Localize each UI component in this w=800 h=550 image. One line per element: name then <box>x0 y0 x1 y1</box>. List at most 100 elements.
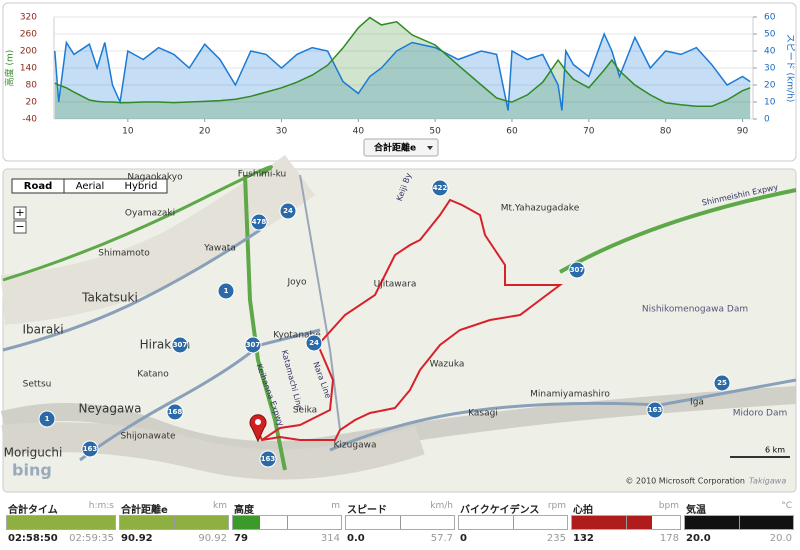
area-fill <box>54 17 751 120</box>
y-tick-label: 200 <box>20 47 37 57</box>
map-tab[interactable]: Aerial <box>76 181 105 192</box>
route-shield <box>431 179 449 197</box>
stat-max: 235 <box>546 533 566 544</box>
place-label: Midoro Dam <box>733 409 788 419</box>
stat-bar <box>684 515 794 530</box>
x-tick-label: 10 <box>122 127 134 137</box>
place-label: Kasagi <box>468 409 498 419</box>
stat-bar <box>571 515 681 530</box>
route-shield <box>38 410 56 428</box>
shield-label: 25 <box>717 379 727 387</box>
route-shield <box>217 282 235 300</box>
stat-fill <box>572 516 653 529</box>
place-label: Oyamazaki <box>125 209 175 219</box>
start-marker[interactable] <box>249 414 267 443</box>
place-label: Wazuka <box>430 360 465 370</box>
scale-label: 6 km <box>765 446 785 455</box>
zoom-out[interactable] <box>13 220 27 234</box>
place-label: Takatsuki <box>81 291 138 305</box>
map: Road Aerial Hybrid +− Fushimi-ku Nagaokakyo Oy… <box>0 154 797 486</box>
series-line <box>54 16 751 108</box>
place-label: Seika <box>293 406 317 416</box>
route-shield <box>646 401 664 419</box>
stat-value: 79 <box>234 533 248 544</box>
stat-unit: °C <box>781 501 792 511</box>
map-tab[interactable]: Hybrid <box>124 181 157 192</box>
stat-max: 90.92 <box>198 533 227 544</box>
tab-active[interactable] <box>11 178 65 194</box>
map-logo: bing <box>12 461 52 480</box>
zoom-in[interactable] <box>13 206 27 220</box>
stat-unit: rpm <box>547 501 566 511</box>
marker-pin[interactable] <box>249 414 267 443</box>
stat-label: 気温 <box>686 505 706 516</box>
y2-tick-label: 20 <box>764 81 776 91</box>
series-line <box>54 32 751 111</box>
stat-midline <box>739 516 740 529</box>
place-label: Ibaraki <box>22 323 63 337</box>
highway <box>2 228 261 352</box>
stat-panel: 心拍 bpm 132 178 <box>571 497 681 550</box>
place-label: Nagaokakyo <box>127 173 183 183</box>
expressway <box>2 165 273 282</box>
shield-label: 163 <box>83 445 98 453</box>
dropdown-label[interactable]: 合計距離e <box>374 142 416 154</box>
shield-label: 307 <box>570 266 585 274</box>
place-label: Iga <box>690 398 704 408</box>
y-tick-label: 320 <box>20 13 37 23</box>
shield-label: 163 <box>648 406 663 414</box>
stat-unit: h:m:s <box>88 501 114 511</box>
stat-fill <box>7 516 115 529</box>
x-tick-label: 20 <box>199 127 211 137</box>
shield-label: 1 <box>45 415 50 423</box>
zoom-button[interactable]: + <box>15 206 24 219</box>
y2-tick-label: 30 <box>764 64 776 74</box>
map-tab[interactable]: Road <box>24 181 52 192</box>
urban-area <box>1 422 425 480</box>
stat-value: 132 <box>573 533 594 544</box>
x-tick-label: 50 <box>429 127 441 137</box>
stat-value: 0.0 <box>347 533 365 544</box>
x-tick-label: 70 <box>583 127 595 137</box>
marker-dot[interactable] <box>255 419 261 425</box>
stat-unit: m <box>331 501 340 511</box>
dropdown[interactable] <box>363 138 439 157</box>
place-label: Fushimi-ku <box>238 170 286 180</box>
shield-label: 307 <box>173 341 188 349</box>
stat-bar <box>232 515 342 530</box>
shield-label: 163 <box>261 455 276 463</box>
stat-panel: 高度 m 79 314 <box>232 497 342 550</box>
route-shield <box>259 450 277 468</box>
y2-tick-label: 0 <box>764 115 770 125</box>
place-label: Kizugawa <box>334 441 377 451</box>
shield-label: 1 <box>224 287 229 295</box>
shield-label: 422 <box>433 184 448 192</box>
place-label: Katano <box>137 370 169 380</box>
stat-bar <box>119 515 229 530</box>
route-shield <box>568 261 586 279</box>
place-label: Settsu <box>23 380 52 390</box>
expressway <box>558 188 797 274</box>
stat-max: 02:59:35 <box>69 533 114 544</box>
highway <box>329 378 797 452</box>
x-tick-label: 90 <box>737 127 749 137</box>
stat-unit: bpm <box>658 501 679 511</box>
y-tick-label: 80 <box>26 81 38 91</box>
stat-value: 20.0 <box>686 533 711 544</box>
shield-label: 478 <box>252 218 267 226</box>
x-tick-label: 60 <box>506 127 518 137</box>
route-shield <box>244 336 262 354</box>
dropdown-arrow[interactable] <box>427 146 433 150</box>
x-tick-label: 40 <box>353 127 365 137</box>
route-shield <box>166 403 184 421</box>
stat-unit: km <box>213 501 227 511</box>
x-selector[interactable]: 合計距離e <box>363 138 439 157</box>
stat-label: 心拍 <box>573 505 593 516</box>
y-tick-label: 140 <box>20 64 37 74</box>
y-tick-label: 260 <box>20 30 37 40</box>
y2-tick-label: 60 <box>764 13 776 23</box>
zoom-button[interactable]: − <box>15 220 24 233</box>
urban-area <box>0 386 797 459</box>
stat-label: バイクケイデンス <box>460 505 540 516</box>
area-fill <box>54 34 751 119</box>
